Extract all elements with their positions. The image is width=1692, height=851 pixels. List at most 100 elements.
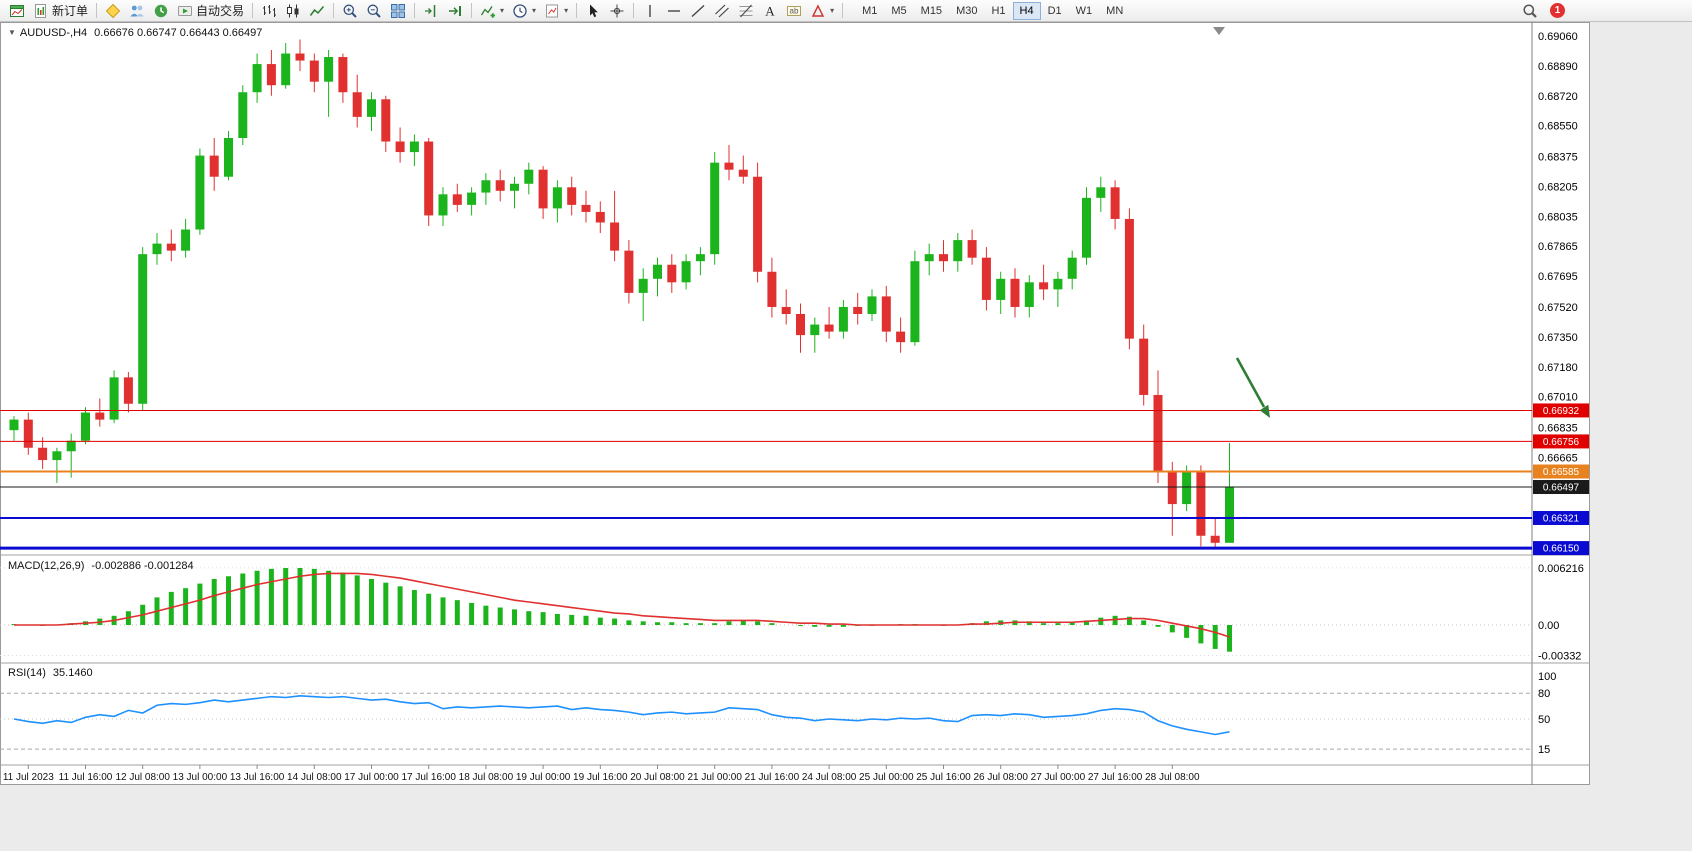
timeframe-d1-button[interactable]: D1 — [1041, 2, 1069, 20]
level-price-box — [1533, 480, 1589, 495]
text-label-tool-button[interactable]: ab — [782, 1, 806, 20]
chart-window: 0.69060 0.68890 0.68720 0.68550 0.68375 0.682… — [0, 22, 1692, 851]
svg-text:0.66932: 0.66932 — [1543, 406, 1580, 417]
periods-menu-button[interactable]: ▾ — [508, 1, 540, 20]
metaeditor-button[interactable] — [101, 1, 125, 20]
timeframe-h4-button[interactable]: H4 — [1012, 1, 1041, 20]
candlestick-mode-button[interactable] — [281, 1, 305, 20]
svg-text:0.67865: 0.67865 — [1538, 241, 1578, 253]
new-order-button[interactable]: 新订单 — [29, 1, 92, 20]
ohlc-quote: 0.66676 0.66747 0.66443 0.66497 — [94, 27, 263, 39]
svg-text:27 Jul 16:00: 27 Jul 16:00 — [1088, 772, 1143, 783]
timeframe-m5-button[interactable]: M5 — [884, 2, 913, 20]
arrows-icon — [810, 3, 826, 19]
toolbar-separator — [471, 3, 473, 18]
rsi-pane — [0, 692, 1532, 750]
macd-pane — [0, 567, 1532, 657]
svg-text:24 Jul 08:00: 24 Jul 08:00 — [802, 772, 857, 783]
svg-text:11 Jul 16:00: 11 Jul 16:00 — [59, 772, 113, 783]
collapse-triangle-icon[interactable]: ▼ — [8, 28, 16, 37]
svg-text:13 Jul 00:00: 13 Jul 00:00 — [173, 772, 228, 783]
vline-icon — [642, 3, 658, 19]
auto-trading-button[interactable]: 自动交易 — [173, 1, 248, 20]
search-icon[interactable] — [1522, 3, 1538, 19]
timeframe-mn-button[interactable]: MN — [1099, 2, 1130, 20]
zoom-out-icon — [366, 3, 382, 19]
svg-text:25 Jul 00:00: 25 Jul 00:00 — [859, 772, 914, 783]
svg-text:80: 80 — [1538, 688, 1550, 700]
fibonacci-tool-button[interactable] — [734, 1, 758, 20]
template-icon — [544, 3, 560, 19]
svg-text:0.67520: 0.67520 — [1538, 302, 1578, 314]
chart-shift-button[interactable] — [419, 1, 443, 20]
svg-text:A: A — [765, 3, 775, 18]
templates-menu-button[interactable]: ▾ — [540, 1, 572, 20]
horizontal-level-lines[interactable]: 0.66932 0.66756 0.66585 0.66497 0.66321 0.661… — [0, 403, 1589, 556]
svg-text:0.66585: 0.66585 — [1543, 467, 1580, 478]
chevron-down-icon: ▾ — [564, 6, 569, 15]
macd-axis[interactable]: 0.006216 0.00 -0.00332 — [1538, 563, 1584, 663]
svg-text:28 Jul 08:00: 28 Jul 08:00 — [1145, 772, 1200, 783]
strategy-tester-button[interactable] — [149, 1, 173, 20]
market-watch-button[interactable] — [125, 1, 149, 20]
indicators-menu-button[interactable]: ▾ — [476, 1, 508, 20]
svg-text:0.006216: 0.006216 — [1538, 563, 1584, 575]
auto-scroll-button[interactable] — [443, 1, 467, 20]
new-chart-button[interactable] — [5, 1, 29, 20]
zoom-in-button[interactable] — [338, 1, 362, 20]
clock-icon — [512, 3, 528, 19]
horizontal-line-tool-button[interactable] — [662, 1, 686, 20]
svg-text:18 Jul 08:00: 18 Jul 08:00 — [459, 772, 514, 783]
history-icon — [153, 3, 169, 19]
timeframe-m15-button[interactable]: M15 — [914, 2, 949, 20]
svg-text:0.68205: 0.68205 — [1538, 181, 1578, 193]
macd-name: MACD(12,26,9) — [8, 560, 85, 572]
svg-text:17 Jul 16:00: 17 Jul 16:00 — [401, 772, 456, 783]
label-icon: ab — [786, 3, 802, 19]
rsi-indicator-label: RSI(14) 35.1460 — [8, 667, 93, 679]
arrows-tool-button[interactable]: ▾ — [806, 1, 838, 20]
toolbar-separator — [414, 3, 416, 18]
annotation-arrow[interactable] — [1235, 357, 1270, 418]
channel-tool-button[interactable] — [710, 1, 734, 20]
svg-text:20 Jul 08:00: 20 Jul 08:00 — [630, 772, 685, 783]
text-tool-button[interactable]: A — [758, 1, 782, 20]
svg-text:50: 50 — [1538, 714, 1550, 726]
zoom-out-button[interactable] — [362, 1, 386, 20]
macd-indicator-label: MACD(12,26,9) -0.002886 -0.001284 — [8, 560, 194, 572]
toolbar-separator — [96, 3, 98, 18]
rsi-value: 35.1460 — [52, 667, 93, 679]
notification-badge[interactable]: 1 — [1550, 3, 1565, 18]
level-price-box — [1533, 510, 1589, 525]
rsi-axis[interactable]: 100 80 50 15 — [1538, 671, 1556, 756]
vertical-line-tool-button[interactable] — [638, 1, 662, 20]
timeframe-m1-button[interactable]: M1 — [855, 2, 884, 20]
macd-values: -0.002886 -0.001284 — [91, 560, 194, 572]
svg-text:0.68720: 0.68720 — [1538, 91, 1578, 103]
svg-text:19 Jul 00:00: 19 Jul 00:00 — [516, 772, 571, 783]
auto-trading-label: 自动交易 — [196, 4, 245, 18]
bar-chart-mode-button[interactable] — [257, 1, 281, 20]
svg-text:0.66497: 0.66497 — [1543, 483, 1580, 494]
tile-windows-button[interactable] — [386, 1, 410, 20]
svg-text:13 Jul 16:00: 13 Jul 16:00 — [230, 772, 285, 783]
svg-text:0.00: 0.00 — [1538, 620, 1559, 632]
svg-text:0.67010: 0.67010 — [1538, 392, 1578, 404]
cursor-tool-button[interactable] — [581, 1, 605, 20]
timeframe-w1-button[interactable]: W1 — [1069, 2, 1100, 20]
svg-text:11 Jul 2023: 11 Jul 2023 — [3, 772, 54, 783]
crosshair-icon — [609, 3, 625, 19]
time-axis[interactable]: 11 Jul 2023 11 Jul 16:00 12 Jul 08:00 13 Ju… — [3, 765, 1200, 783]
timeframe-h1-button[interactable]: H1 — [984, 2, 1012, 20]
trendline-tool-button[interactable] — [686, 1, 710, 20]
crosshair-tool-button[interactable] — [605, 1, 629, 20]
chart-shift-marker[interactable] — [1213, 27, 1225, 35]
price-chart-canvas[interactable]: 0.69060 0.68890 0.68720 0.68550 0.68375 0.682… — [0, 22, 1692, 851]
autoscroll-icon — [447, 3, 463, 19]
timeframe-m30-button[interactable]: M30 — [949, 2, 984, 20]
trend-icon — [690, 3, 706, 19]
line-chart-mode-button[interactable] — [305, 1, 329, 20]
candlestick-series — [9, 39, 1234, 549]
svg-text:0.67350: 0.67350 — [1538, 332, 1578, 344]
